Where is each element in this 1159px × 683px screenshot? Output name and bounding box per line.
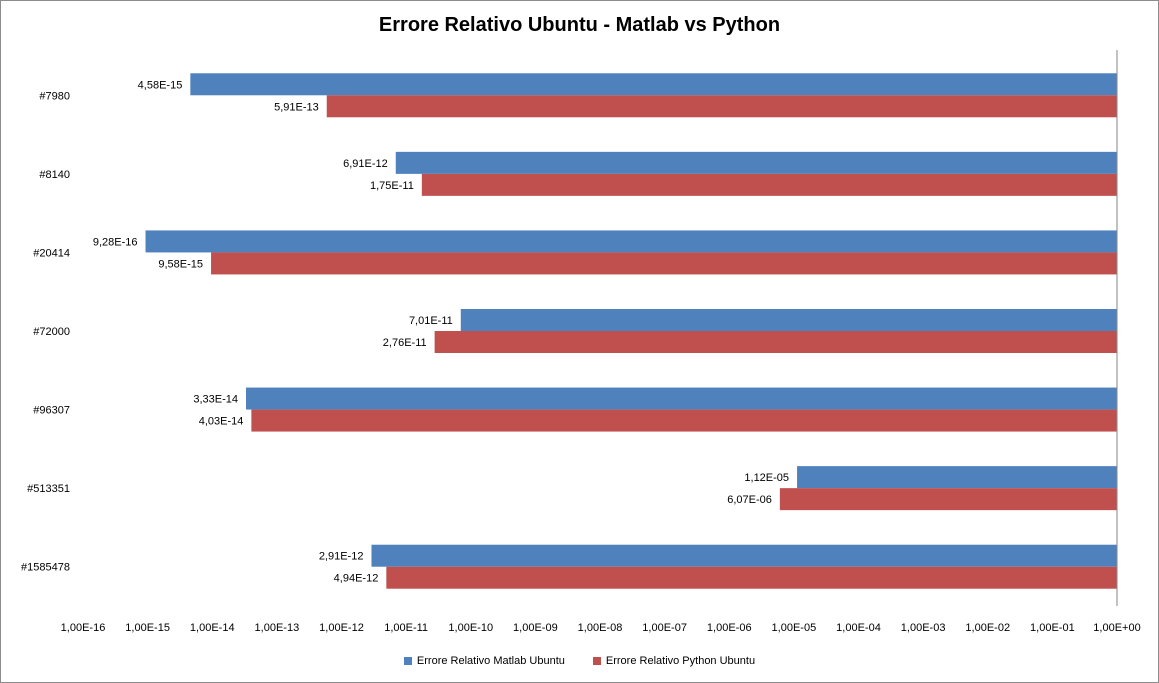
category-label: #72000 [33, 326, 70, 338]
x-tick-label: 1,00E-07 [642, 622, 687, 634]
data-label: 4,94E-12 [334, 573, 379, 585]
category-label: #96307 [33, 405, 70, 417]
x-tick-label: 1,00E-15 [125, 622, 170, 634]
data-label: 2,76E-11 [383, 337, 427, 349]
x-tick-label: 1,00E-04 [836, 622, 881, 634]
legend-label-python: Errore Relativo Python Ubuntu [605, 655, 756, 667]
data-label: 7,01E-11 [409, 315, 453, 327]
data-label: 6,91E-12 [343, 158, 388, 170]
x-tick-label: 1,00E-01 [1030, 622, 1075, 634]
data-label: 1,75E-11 [370, 180, 414, 192]
data-label: 9,28E-16 [93, 236, 138, 248]
legend: Errore Relativo Matlab Ubuntu Errore Rel… [0, 655, 1159, 667]
x-tick-label: 1,00E-11 [384, 622, 428, 634]
x-tick-label: 1,00E-13 [255, 622, 300, 634]
bar-python [386, 566, 1117, 589]
bar-matlab [371, 544, 1117, 567]
x-tick-label: 1,00E-10 [448, 622, 493, 634]
bar-matlab [395, 151, 1117, 174]
legend-swatch-matlab [403, 657, 412, 665]
bar-python [211, 252, 1117, 275]
x-tick-label: 1,00E-02 [965, 622, 1010, 634]
bar-matlab [797, 466, 1117, 489]
data-label: 2,91E-12 [319, 551, 364, 563]
x-tick-label: 1,00E-14 [190, 622, 235, 634]
category-label: #513351 [27, 483, 70, 495]
bar-python [434, 331, 1117, 353]
bar-python [251, 409, 1117, 432]
x-tick-label: 1,00E-05 [772, 622, 817, 634]
data-label: 6,07E-06 [727, 494, 772, 506]
legend-label-matlab: Errore Relativo Matlab Ubuntu [416, 655, 565, 667]
bar-python [326, 95, 1117, 118]
category-label: #20414 [33, 247, 70, 259]
legend-swatch-python [592, 657, 601, 665]
category-label: #7980 [39, 90, 70, 102]
legend-entry-matlab: Errore Relativo Matlab Ubuntu [403, 655, 565, 667]
x-tick-label: 1,00E-09 [513, 622, 558, 634]
bar-matlab [145, 230, 1118, 253]
bar-python [421, 173, 1118, 196]
legend-entry-python: Errore Relativo Python Ubuntu [592, 655, 756, 667]
data-label: 9,58E-15 [158, 258, 203, 270]
x-tick-label: 1,00E-06 [707, 622, 752, 634]
data-label: 1,12E-05 [744, 472, 789, 484]
category-label: #1585478 [21, 562, 70, 574]
x-tick-label: 1,00E+00 [1093, 622, 1140, 634]
x-tick-label: 1,00E-08 [578, 622, 623, 634]
bar-matlab [190, 73, 1117, 96]
bar-matlab [246, 387, 1118, 410]
data-label: 4,03E-14 [199, 416, 244, 428]
x-tick-label: 1,00E-03 [901, 622, 946, 634]
bar-python [779, 488, 1117, 511]
chart-title: Errore Relativo Ubuntu - Matlab vs Pytho… [378, 14, 781, 36]
data-label: 3,33E-14 [193, 394, 238, 406]
data-label: 5,91E-13 [274, 101, 319, 113]
category-label: #8140 [39, 169, 70, 181]
x-tick-label: 1,00E-12 [319, 622, 364, 634]
bar-matlab [460, 309, 1117, 331]
data-label: 4,58E-15 [138, 79, 183, 91]
x-tick-label: 1,00E-16 [61, 622, 106, 634]
